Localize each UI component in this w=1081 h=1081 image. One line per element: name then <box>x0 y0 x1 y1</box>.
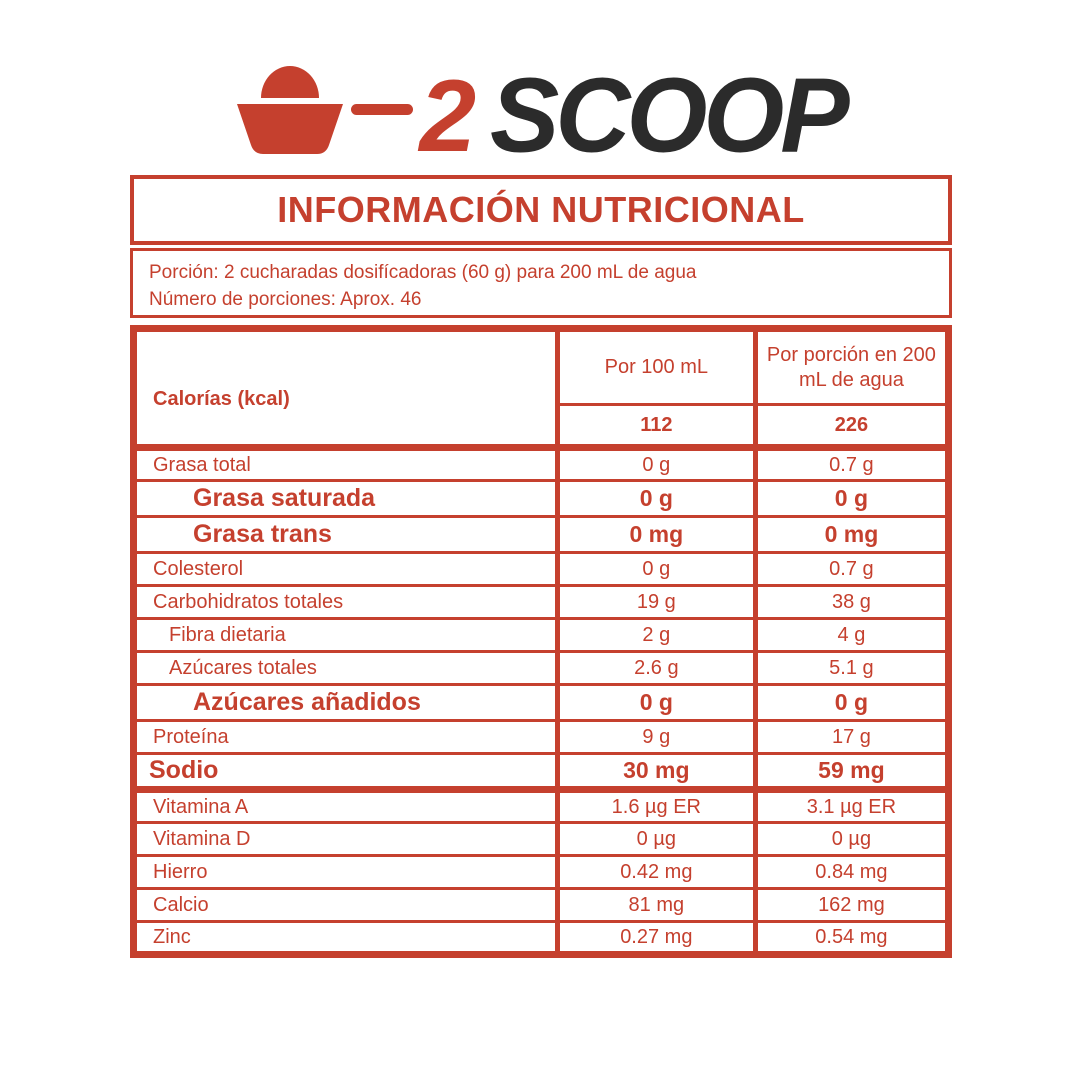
value-per-100ml: 1.6 µg ER <box>554 786 757 824</box>
calories-label: Calorías (kcal) <box>132 327 559 449</box>
nutrient-label: Grasa total <box>132 444 559 482</box>
value-per-100ml: 30 mg <box>554 752 757 791</box>
table-row: Carbohidratos totales 19 g 38 g <box>132 584 951 620</box>
value-per-portion: 17 g <box>752 719 951 755</box>
value-per-portion: 38 g <box>752 584 951 620</box>
nutrient-label: Grasa saturada <box>132 479 559 518</box>
calories-per-portion: 226 <box>752 403 951 449</box>
value-per-portion: 4 g <box>752 617 951 653</box>
scoop-icon <box>235 58 415 157</box>
table-row: Hierro 0.42 mg 0.84 mg <box>132 854 951 890</box>
value-per-portion: 3.1 µg ER <box>752 786 951 824</box>
value-per-100ml: 0 g <box>554 551 757 587</box>
table-row: Vitamina A 1.6 µg ER 3.1 µg ER <box>132 786 951 824</box>
value-per-100ml: 2 g <box>554 617 757 653</box>
nutrition-title: INFORMACIÓN NUTRICIONAL <box>277 189 805 230</box>
value-per-portion: 0 g <box>752 683 951 722</box>
value-per-100ml: 0.42 mg <box>554 854 757 890</box>
value-per-portion: 0 µg <box>752 821 951 857</box>
nutrient-label: Calcio <box>132 887 559 923</box>
value-per-portion: 162 mg <box>752 887 951 923</box>
col-header-per-100ml: Por 100 mL <box>554 327 757 406</box>
value-per-100ml: 9 g <box>554 719 757 755</box>
value-per-portion: 0.54 mg <box>752 920 951 956</box>
value-per-100ml: 81 mg <box>554 887 757 923</box>
nutrient-label: Colesterol <box>132 551 559 587</box>
calories-value-row: 112 226 <box>134 403 951 449</box>
value-per-portion: 0 mg <box>752 515 951 554</box>
value-per-100ml: 0 g <box>554 479 757 518</box>
value-per-portion: 0 g <box>752 479 951 518</box>
table-row: Proteína 9 g 17 g <box>132 719 951 755</box>
nutrient-label: Azúcares añadidos <box>132 683 559 722</box>
value-per-portion: 0.7 g <box>752 444 951 482</box>
value-per-portion: 0.84 mg <box>752 854 951 890</box>
table-header-row: Calorías (kcal) Por 100 mL Por porción e… <box>132 327 951 449</box>
nutrition-table: Calorías (kcal) Por 100 mL Por porción e… <box>130 325 952 958</box>
nutrient-label: Zinc <box>132 920 559 956</box>
table-row: Calcio 81 mg 162 mg <box>132 887 951 923</box>
serving-info-box: Porción: 2 cucharadas dosifícadoras (60 … <box>130 248 952 318</box>
value-per-100ml: 0 mg <box>554 515 757 554</box>
servings-count-line: Número de porciones: Aprox. 46 <box>149 288 422 310</box>
nutrient-label: Hierro <box>132 854 559 890</box>
scoop-count: 2 <box>419 59 476 174</box>
calories-section: Calorías (kcal) Por 100 mL Por porción e… <box>132 327 951 449</box>
value-per-portion: 59 mg <box>752 752 951 791</box>
value-per-100ml: 0 g <box>554 683 757 722</box>
table-row: Azúcares totales 2.6 g 5.1 g <box>132 650 951 686</box>
table-row: Grasa trans 0 mg 0 mg <box>132 515 951 554</box>
calories-per-100ml: 112 <box>554 403 757 449</box>
nutrient-label: Grasa trans <box>132 515 559 554</box>
value-per-100ml: 2.6 g <box>554 650 757 686</box>
table-row: Zinc 0.27 mg 0.54 mg <box>132 920 951 956</box>
value-per-100ml: 19 g <box>554 584 757 620</box>
table-row: Sodio 30 mg 59 mg <box>132 752 951 791</box>
nutrient-label: Sodio <box>132 752 559 791</box>
brand-logo: 2 SCOOP <box>0 56 1081 176</box>
table-row: Colesterol 0 g 0.7 g <box>132 551 951 587</box>
nutrient-label: Vitamina A <box>132 786 559 824</box>
value-per-portion: 5.1 g <box>752 650 951 686</box>
nutrient-label: Azúcares totales <box>132 650 559 686</box>
col-header-per-portion: Por porción en 200 mL de agua <box>752 327 951 406</box>
nutrient-label: Fibra dietaria <box>132 617 559 653</box>
nutrient-label: Carbohidratos totales <box>132 584 559 620</box>
value-per-100ml: 0 g <box>554 444 757 482</box>
brand-name: SCOOP <box>490 56 850 176</box>
serving-size-line: Porción: 2 cucharadas dosifícadoras (60 … <box>149 262 697 283</box>
value-per-100ml: 0.27 mg <box>554 920 757 956</box>
table-row: Grasa total 0 g 0.7 g <box>132 444 951 482</box>
nutrient-label: Vitamina D <box>132 821 559 857</box>
nutrient-label: Proteína <box>132 719 559 755</box>
value-per-100ml: 0 µg <box>554 821 757 857</box>
value-per-portion: 0.7 g <box>752 551 951 587</box>
nutrition-header-box: INFORMACIÓN NUTRICIONAL <box>130 175 952 245</box>
